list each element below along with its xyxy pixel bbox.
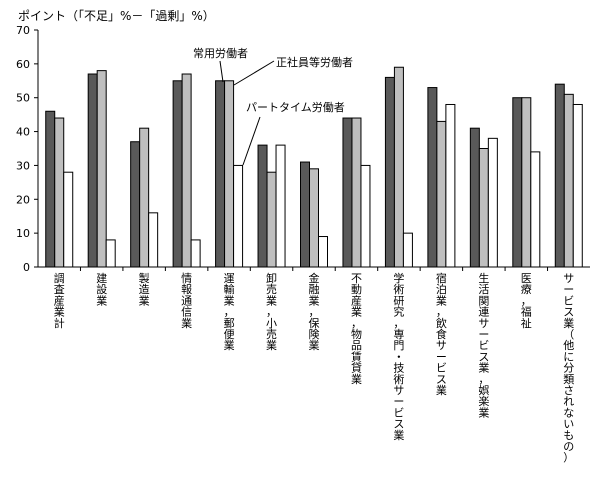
bar-fulltime-7 (351, 117, 362, 268)
x-tick-label: 宿泊業，飲食サービス業 (436, 271, 447, 397)
bar-parttime-4 (233, 164, 244, 268)
bar-parttime-1 (105, 239, 116, 268)
legend-label-fulltime: 正社員等労働者 (276, 55, 353, 69)
bar-fulltime-11 (521, 97, 532, 268)
bar-fulltime-1 (96, 70, 107, 268)
bar-parttime-6 (318, 236, 328, 268)
bar-regular-2 (130, 141, 141, 268)
bar-fulltime-2 (139, 127, 150, 268)
bar-parttime-0 (63, 171, 74, 268)
bar-parttime-5 (275, 144, 286, 268)
bar-fulltime-6 (309, 168, 319, 268)
x-tick-label: 生活関連サービス業，娯楽業 (478, 271, 489, 419)
bar-parttime-7 (360, 164, 371, 268)
y-tick-label: 60 (16, 58, 30, 71)
x-tick-label: 調査産業計 (54, 271, 65, 330)
bar-parttime-12 (572, 103, 583, 268)
bar-fulltime-10 (478, 148, 489, 268)
y-tick-label: 70 (16, 24, 30, 37)
x-tick-label: 卸売業，小売業 (266, 271, 277, 352)
bar-fulltime-8 (393, 66, 404, 268)
x-tick-label: 運輸業，郵便業 (224, 272, 235, 352)
x-tick-label: 学術研究，専門・技術サービス業 (393, 271, 404, 442)
bar-regular-8 (384, 76, 395, 268)
x-tick-label: 情報通信業 (181, 272, 192, 330)
bar-parttime-8 (402, 232, 413, 268)
bar-fulltime-0 (54, 117, 65, 268)
x-tick-label: 医療，福祉 (521, 272, 532, 330)
bar-fulltime-3 (181, 73, 192, 268)
bar-parttime-11 (530, 151, 541, 268)
bar-fulltime-5 (266, 171, 277, 268)
bar-parttime-3 (190, 239, 201, 268)
bar-regular-4 (215, 80, 226, 268)
legend-label-regular: 常用労働者 (193, 46, 248, 60)
bar-fulltime-12 (563, 93, 574, 268)
bar-regular-1 (87, 73, 98, 268)
y-axis-label: ポイント（「不足」%－「過剰」%） (18, 9, 215, 23)
y-tick-label: 40 (16, 126, 30, 139)
bar-parttime-10 (487, 137, 498, 268)
bar-regular-10 (469, 127, 480, 268)
bar-parttime-2 (148, 212, 159, 268)
bar-regular-11 (512, 97, 523, 268)
bar-regular-5 (257, 144, 268, 268)
bar-fulltime-9 (436, 120, 447, 268)
x-tick-label: 製造業 (139, 271, 150, 307)
bar-regular-0 (45, 110, 56, 268)
bar-regular-3 (172, 80, 183, 268)
legend-leader-fulltime (233, 60, 275, 86)
legend-leader-regular (219, 60, 224, 83)
x-tick-label: 金融業，保険業 (309, 271, 320, 352)
y-tick-label: 50 (16, 92, 30, 105)
x-tick-label: 不動産業，物品賃貸業 (351, 272, 362, 386)
legend-label-parttime: パートタイム労働者 (246, 100, 345, 114)
bar-regular-9 (427, 87, 438, 268)
y-tick-label: 20 (16, 193, 30, 206)
x-tick-label: 建設業 (96, 271, 107, 307)
legend-leader-parttime (242, 116, 261, 166)
bar-regular-7 (342, 117, 353, 268)
y-tick-label: 10 (16, 227, 30, 240)
y-tick-label: 30 (16, 159, 30, 172)
x-tick-label: サービス業（他に分類されないもの） (563, 272, 574, 464)
bar-fulltime-4 (224, 80, 235, 268)
y-tick-label: 0 (23, 261, 30, 274)
bar-regular-6 (300, 161, 310, 268)
bar-parttime-9 (445, 103, 456, 268)
bar-regular-12 (554, 83, 565, 268)
